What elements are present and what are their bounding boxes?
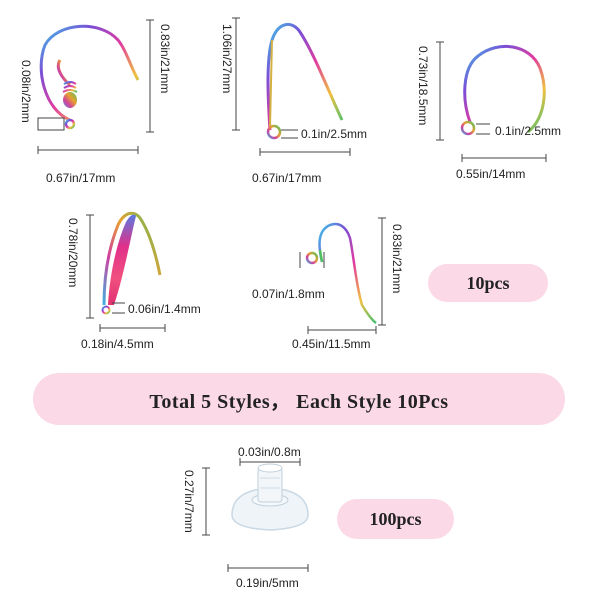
hooks-quantity-badge: 10pcs xyxy=(428,264,548,302)
style-2-loop-label: 0.1in/2.5mm xyxy=(301,127,368,141)
stopper-post xyxy=(257,467,283,503)
ear-nut-stopper xyxy=(202,458,309,572)
hook-style-2 xyxy=(232,17,351,156)
hook-wire xyxy=(102,211,162,306)
style-4-height-label: 0.78in/20mm xyxy=(66,218,80,288)
stopper-base xyxy=(231,487,309,531)
style-4-width-label: 0.18in/4.5mm xyxy=(81,337,154,351)
style-3-height-label: 0.73in/18.5mm xyxy=(416,46,430,126)
style-2-height-label: 1.06in/27mm xyxy=(220,24,234,94)
stopper-width-label: 0.19in/5mm xyxy=(236,576,299,590)
stopper-top-label: 0.03in/0.8m xyxy=(238,445,301,459)
hook-wire xyxy=(318,222,377,324)
hook-flat-blade xyxy=(108,214,136,305)
style-1-height-label: 0.83in/21mm xyxy=(158,24,172,94)
stopper-quantity-badge: 100pcs xyxy=(337,499,454,539)
style-5-height-label: 0.83in/21mm xyxy=(390,224,404,294)
hook-loop xyxy=(460,120,476,136)
hook-bead xyxy=(63,92,77,108)
hook-loop xyxy=(266,124,282,140)
hook-wire xyxy=(266,23,344,131)
hook-loop xyxy=(305,251,319,265)
stopper-height-label: 0.27in/7mm xyxy=(182,470,196,533)
hook-style-5 xyxy=(299,217,386,334)
style-1-width-label: 0.67in/17mm xyxy=(46,171,116,185)
hook-wire xyxy=(39,24,140,122)
style-4-loop-label: 0.06in/1.4mm xyxy=(128,302,201,316)
hook-coil xyxy=(62,81,78,93)
hook-loop xyxy=(101,305,111,315)
hook-style-4 xyxy=(86,211,166,332)
styles-banner: Total 5 Styles， Each Style 10Pcs xyxy=(33,373,565,425)
hook-wire xyxy=(463,44,546,134)
style-3-width-label: 0.55in/14mm xyxy=(456,167,526,181)
hook-loop xyxy=(64,118,76,130)
style-3-loop-label: 0.1in/2.5mm xyxy=(495,124,562,138)
style-2-width-label: 0.67in/17mm xyxy=(252,171,322,185)
hook-style-1 xyxy=(37,19,154,154)
style-1-loop-label: 0.08in/2mm xyxy=(19,60,33,123)
hook-style-3 xyxy=(436,41,547,162)
style-5-width-label: 0.45in/11.5mm xyxy=(292,337,371,351)
style-5-loop-label: 0.07in/1.8mm xyxy=(252,287,325,301)
